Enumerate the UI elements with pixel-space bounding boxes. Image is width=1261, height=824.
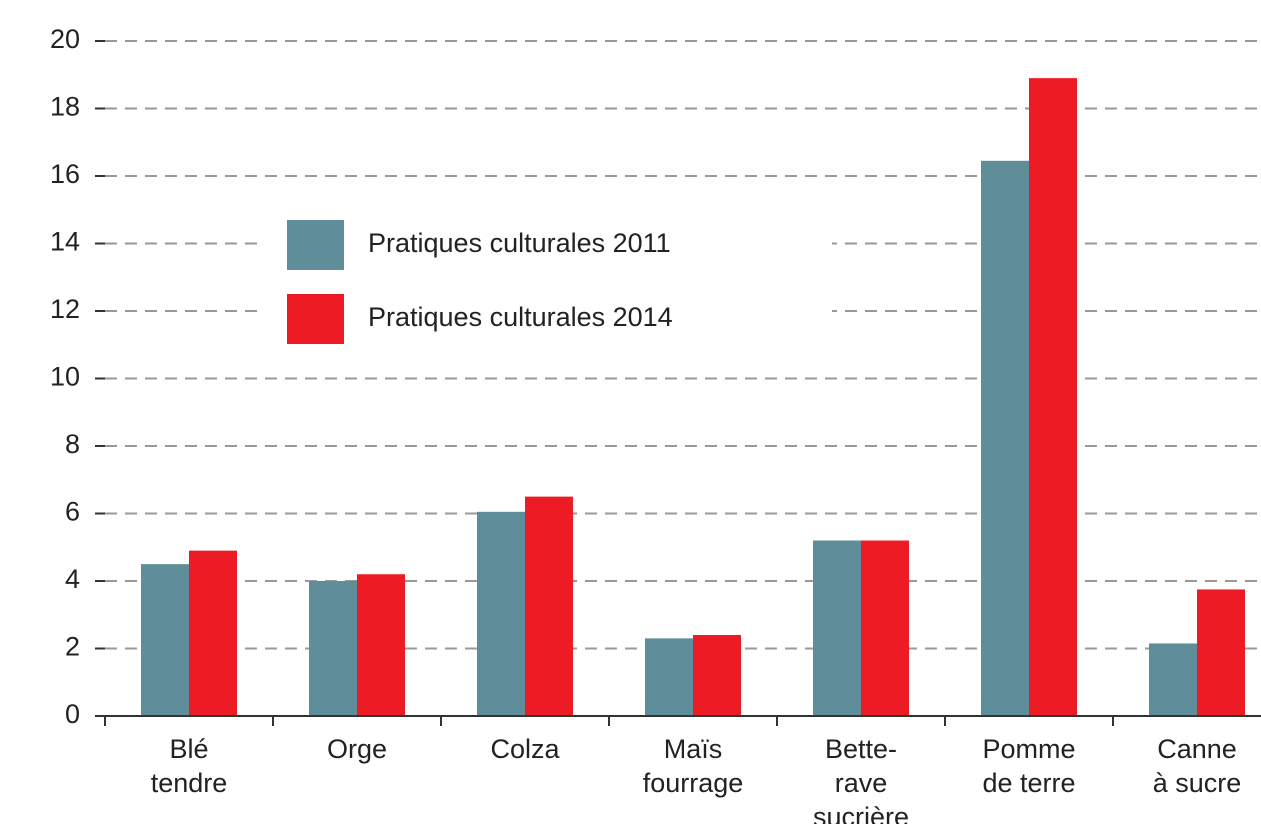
y-tick-label: 14 bbox=[50, 227, 80, 257]
bar bbox=[477, 511, 525, 716]
y-tick-label: 6 bbox=[65, 497, 80, 527]
legend-swatch bbox=[287, 220, 344, 270]
x-tick-label: sucrière bbox=[813, 802, 909, 824]
x-tick-label: Canne bbox=[1157, 734, 1237, 764]
bar bbox=[981, 160, 1029, 716]
bar bbox=[309, 581, 357, 716]
x-tick-label: Pomme bbox=[982, 734, 1075, 764]
y-tick-label: 16 bbox=[50, 159, 80, 189]
bar bbox=[1197, 589, 1245, 716]
x-tick-label: Blé bbox=[169, 734, 208, 764]
x-tick-label: Colza bbox=[490, 734, 560, 764]
x-tick-label: Maïs bbox=[664, 734, 723, 764]
legend-label: Pratiques culturales 2014 bbox=[368, 302, 673, 332]
x-tick-label: Bette- bbox=[825, 734, 897, 764]
x-tick-label: de terre bbox=[982, 768, 1075, 798]
legend-background bbox=[262, 205, 832, 360]
bar bbox=[645, 638, 693, 716]
bar bbox=[189, 550, 237, 716]
x-tick-label: rave bbox=[835, 768, 888, 798]
y-tick-label: 12 bbox=[50, 294, 80, 324]
y-tick-label: 18 bbox=[50, 92, 80, 122]
bar bbox=[525, 496, 573, 716]
x-tick-label: Orge bbox=[327, 734, 387, 764]
bar bbox=[693, 635, 741, 716]
bar bbox=[141, 564, 189, 716]
y-tick-label: 0 bbox=[65, 699, 80, 729]
x-tick-label: fourrage bbox=[643, 768, 744, 798]
y-tick-label: 8 bbox=[65, 429, 80, 459]
legend-label: Pratiques culturales 2011 bbox=[368, 228, 671, 258]
y-tick-label: 4 bbox=[65, 564, 80, 594]
x-tick-label: tendre bbox=[151, 768, 228, 798]
bar bbox=[1029, 78, 1077, 716]
bar bbox=[357, 574, 405, 716]
bar bbox=[1149, 643, 1197, 716]
y-tick-label: 2 bbox=[65, 632, 80, 662]
x-tick-label: à sucre bbox=[1153, 768, 1242, 798]
bar bbox=[813, 540, 861, 716]
y-tick-label: 10 bbox=[50, 362, 80, 392]
bar bbox=[861, 540, 909, 716]
y-tick-label: 20 bbox=[50, 24, 80, 54]
legend-swatch bbox=[287, 294, 344, 344]
